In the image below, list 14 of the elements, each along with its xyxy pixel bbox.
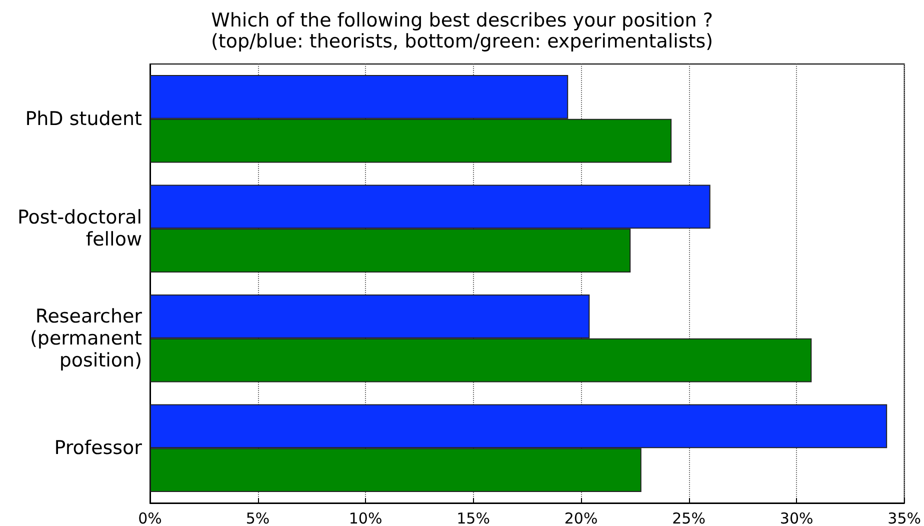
x-tick-label: 15% bbox=[456, 510, 490, 526]
y-tick-label: Post-doctoral fellow bbox=[17, 206, 142, 251]
y-tick-label: Researcher (permanent position) bbox=[30, 305, 142, 372]
y-tick-label: PhD student bbox=[25, 108, 142, 130]
x-tick-label: 5% bbox=[246, 510, 270, 526]
chart-subtitle: (top/blue: theorists, bottom/green: experimentalists) bbox=[210, 30, 714, 52]
x-tick-label: 10% bbox=[348, 510, 382, 526]
x-tick-label: 30% bbox=[780, 510, 814, 526]
x-tick-label: 0% bbox=[138, 510, 162, 526]
y-tick-label: Professor bbox=[54, 437, 142, 460]
x-tick-label: 35% bbox=[888, 510, 921, 526]
x-tick-label: 25% bbox=[672, 510, 706, 526]
chart-title: Which of the following best describes your position ? bbox=[211, 10, 713, 32]
x-tick-label: 20% bbox=[564, 510, 598, 526]
